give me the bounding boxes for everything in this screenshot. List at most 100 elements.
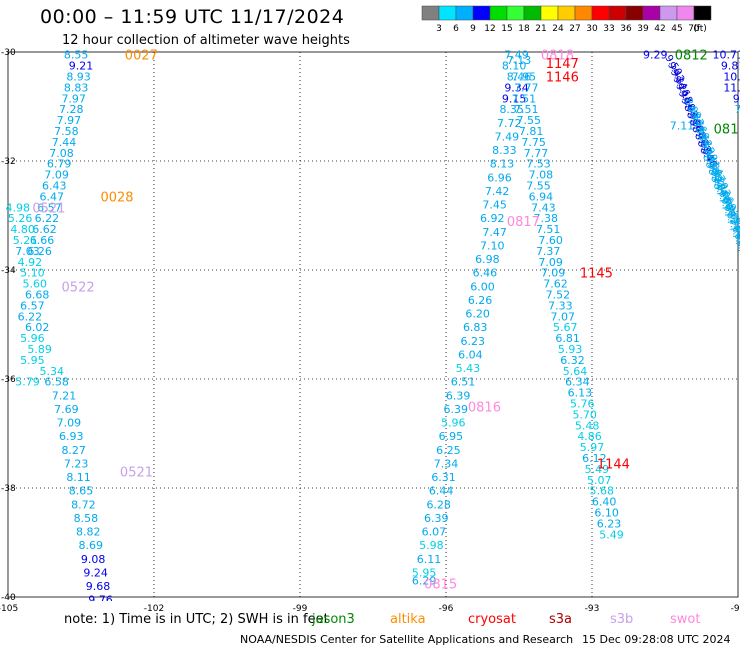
legend-s3a: s3a: [549, 612, 573, 627]
time-label: 1147: [546, 57, 579, 72]
y-tick-label: -32: [1, 157, 16, 167]
swh-value-label: 7.08: [529, 169, 554, 182]
swh-value-label: 6.22: [18, 310, 43, 323]
swh-value-label: 6.57: [37, 201, 62, 214]
legend-swot: swot: [670, 612, 701, 627]
swh-value-label: 8.55: [64, 49, 89, 62]
x-tick-label: -96: [439, 604, 454, 614]
swh-value-label: 9.34: [504, 81, 529, 94]
swh-value-label: 7.42: [485, 185, 510, 198]
time-label: 0521: [32, 201, 65, 216]
y-tick-label: -34: [1, 266, 16, 276]
swh-value-label: 5.49: [585, 463, 610, 476]
swh-value-label: 6.58: [44, 376, 69, 389]
swh-value-label: 5.48: [575, 419, 600, 432]
swh-value-label: 7.77: [524, 147, 549, 160]
colorbar: 3 6 9 12 15 18 21 24 27 30 33 36 39 42 45 70(ft): [421, 5, 712, 34]
data-layer: 8.559.218.938.837.977.287.977.587.447.08…: [5, 49, 740, 601]
swh-value-label: 9.24: [83, 566, 108, 579]
colorbar-tick-label: 24: [552, 24, 564, 34]
swh-value-label: 7.51: [512, 92, 537, 105]
colorbar-tick-label: 36: [620, 24, 632, 34]
colorbar-swatch: [693, 5, 712, 21]
swh-value-label: 6.04: [458, 348, 483, 361]
swh-value-label: 6.26: [27, 245, 52, 258]
swh-value-label: 6.10: [594, 507, 619, 520]
swh-value-label: 5.98: [419, 539, 444, 552]
swh-value-label: 5.96: [20, 332, 45, 345]
swh-value-label: 7.53: [526, 158, 551, 171]
y-tick-label: -30: [1, 48, 16, 58]
colorbar-tick-label: 21: [535, 24, 546, 34]
swh-value-label: 5.97: [580, 441, 605, 454]
swh-value-label: 8.46: [507, 71, 532, 84]
swh-value-label: 5.67: [553, 321, 578, 334]
swh-value-label: 6.83: [463, 321, 488, 334]
swh-value-label: 5.95: [412, 566, 437, 579]
swh-value-label: 8.65: [69, 485, 94, 498]
swh-value-label: 5.89: [27, 343, 52, 356]
swh-value-label: 7.72: [497, 117, 522, 130]
swh-value-label: 6.51: [451, 376, 476, 389]
swh-value-label: 7.58: [54, 125, 79, 138]
swh-value-label: 6.81: [555, 332, 580, 345]
swh-value-label: 7.09: [44, 169, 69, 182]
swh-value-label: 4.80: [10, 223, 35, 236]
time-label: 0818: [541, 49, 574, 64]
swh-value-label: 5.26: [8, 212, 33, 225]
swh-value-label: 7.97: [57, 114, 82, 127]
time-label: 0028: [100, 190, 133, 205]
swh-value-label: 7.21: [52, 389, 77, 402]
swh-value-label: 7.55: [526, 180, 551, 193]
swh-value-label: 7.44: [52, 136, 77, 149]
swh-value-label: 8.69: [78, 539, 103, 552]
swh-value-label: 6.93: [59, 430, 84, 443]
swh-value-label: 8.83: [64, 81, 89, 94]
swh-value-label: 6.13: [568, 387, 593, 400]
swh-value-label: 6.32: [560, 354, 585, 367]
swh-value-label: 6.12: [582, 452, 607, 465]
colorbar-tick-label: 6: [453, 24, 459, 34]
swh-value-label: 6.07: [422, 526, 447, 539]
swh-value-label: 7.34: [434, 457, 459, 470]
time-label: 0522: [62, 280, 95, 295]
time-label: 0817: [507, 215, 540, 230]
colorbar-tick-label: 27: [569, 24, 580, 34]
swh-value-label: 5.95: [20, 354, 45, 367]
swh-value-label: 10.71: [713, 49, 740, 62]
colorbar-tick-label: 45: [671, 24, 682, 34]
swh-value-label: 5.79: [15, 376, 40, 389]
swh-value-label: 7.09: [57, 417, 82, 430]
swh-value-label: 8.72: [71, 498, 96, 511]
swh-value-label: 5.93: [558, 343, 583, 356]
swh-value-label: 7.69: [54, 403, 79, 416]
x-tick-label: -99: [293, 604, 308, 614]
swh-value-label: 6.79: [47, 158, 72, 171]
swh-value-label: 5.21: [13, 234, 38, 247]
swh-value-label: 9.15: [502, 92, 527, 105]
y-tick-label: -38: [1, 484, 16, 494]
swh-value-label: 5.49: [599, 528, 624, 541]
chart-title: 00:00 – 11:59 UTC 11/17/2024: [40, 6, 345, 28]
swh-value-label: 7.51: [536, 223, 561, 236]
swh-value-label: 7.50: [729, 230, 740, 255]
swh-value-label: 6.39: [424, 512, 449, 525]
swh-value-label: 4.86: [577, 430, 602, 443]
colorbar-tick-label: 12: [484, 24, 495, 34]
colorbar-tick-label: 30: [586, 24, 598, 34]
swh-value-label: 6.00: [470, 280, 495, 293]
colorbar-tick-label: 42: [654, 24, 665, 34]
legend-s3b: s3b: [610, 612, 634, 627]
legend-altika: altika: [390, 612, 426, 627]
time-label: 0027: [125, 49, 158, 64]
swh-value-label: 7.62: [543, 278, 568, 291]
swh-value-label: 4.98: [5, 201, 30, 214]
time-label: 0816: [468, 400, 501, 415]
swh-value-label: 7.10: [480, 239, 505, 252]
swh-value-label: 7.45: [482, 199, 507, 212]
swh-value-label: 7.09: [538, 256, 563, 269]
swh-value-label: 8.10: [502, 60, 527, 73]
swh-value-label: 8.58: [74, 512, 99, 525]
swh-value-label: 7.11: [670, 120, 695, 133]
swh-value-label: 5.60: [23, 278, 48, 291]
